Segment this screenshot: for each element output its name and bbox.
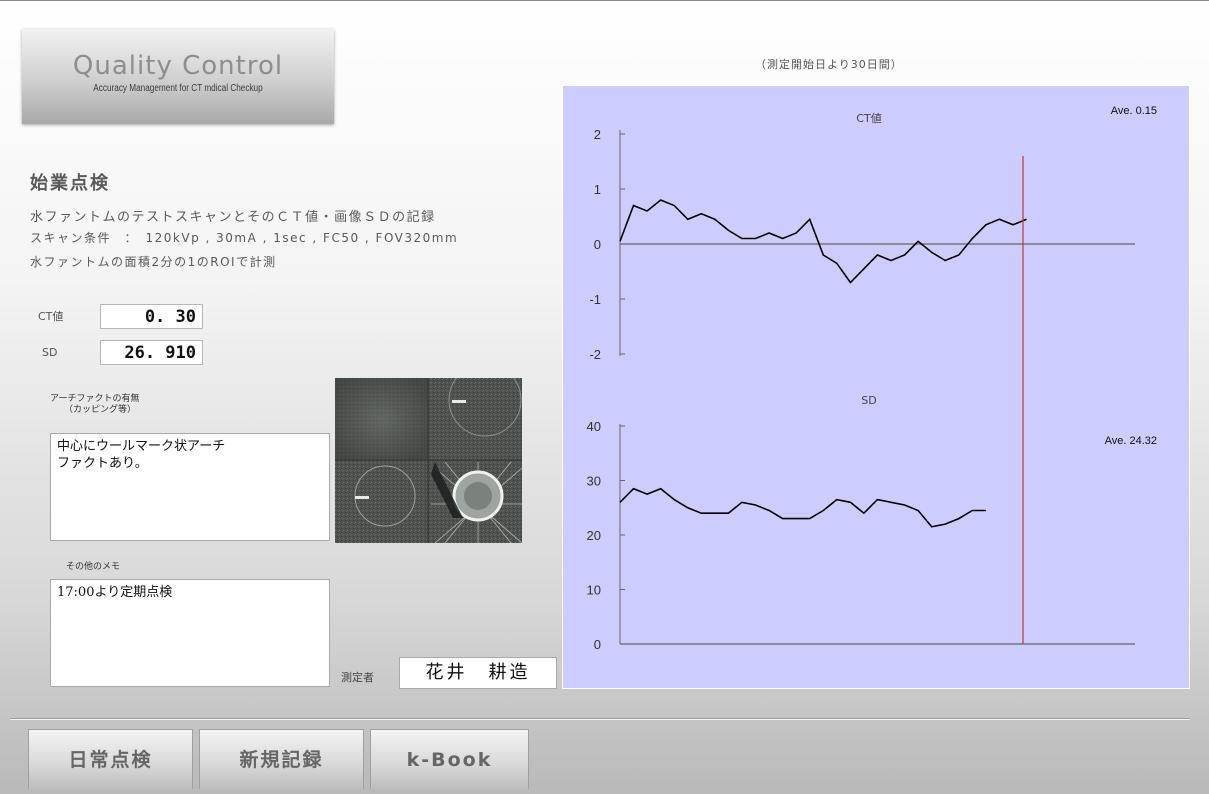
chart-ct-series-line — [619, 199, 1027, 284]
chart-ct-tick-label: 1 — [594, 182, 601, 197]
ct-value-field[interactable]: 0. 30 — [100, 304, 203, 329]
logo-title: Quality Control — [72, 51, 284, 81]
chart-sd-tick-label: 20 — [587, 528, 601, 543]
bottom-divider — [10, 718, 1190, 720]
new-record-button[interactable]: 新規記録 — [199, 729, 364, 789]
measurer-name-field[interactable]: 花井 耕造 — [399, 657, 557, 689]
scan-conditions: スキャン条件 ： 120kVp , 30mA , 1sec , FC50 , F… — [30, 231, 459, 245]
chart-ct-title: CT値 — [856, 112, 881, 125]
daily-check-button[interactable]: 日常点検 — [28, 729, 193, 789]
chart-ct-tick-label: -1 — [589, 292, 601, 307]
chart-ct-tick-label: -2 — [589, 347, 601, 362]
ct-phantom-graphic — [335, 378, 522, 543]
chart-sd-tick-label: 40 — [587, 419, 601, 434]
section-heading: 始業点検 — [30, 173, 110, 194]
chart-sd-average: Ave. 24.32 — [1105, 435, 1157, 447]
artifact-textarea[interactable]: 中心にウールマーク状アーチ ファクトあり。 — [50, 433, 330, 541]
kbook-button[interactable]: k-Book — [370, 729, 529, 789]
app-logo: Quality Control Accuracy Management for … — [22, 29, 334, 124]
chart-period-label: （測定開始日より30日間） — [755, 58, 903, 71]
memo-label: その他のメモ — [66, 562, 121, 572]
ct-value-label: CT値 — [38, 310, 64, 323]
chart-panel: CT値 Ave. 0.15 2 1 0 -1 -2 SD Ave. 24.32 40 30 20 10 0 — [562, 85, 1190, 689]
chart-ct-tick-label: 0 — [594, 237, 601, 252]
ct-phantom-image — [335, 378, 522, 543]
roi-note: 水ファントムの面積2分の1のROIで計測 — [30, 255, 277, 269]
artifact-label: アーチファクトの有無 （カッピング等） — [50, 394, 139, 416]
chart-sd-tick-label: 30 — [587, 474, 601, 489]
section-description: 水ファントムのテストスキャンとそのＣＴ値・画像ＳＤの記録 — [30, 210, 436, 225]
measurer-label: 測定者 — [341, 671, 374, 684]
sd-value-label: SD — [42, 346, 58, 359]
artifact-label-line1: アーチファクトの有無 — [50, 394, 140, 404]
memo-textarea[interactable]: 17:00より定期点検 — [50, 579, 330, 687]
artifact-text-line2: ファクトあり。 — [57, 456, 148, 471]
artifact-label-line2: （カッピング等） — [64, 405, 137, 415]
chart-ct-average: Ave. 0.15 — [1111, 105, 1157, 117]
chart-sd-title: SD — [861, 394, 876, 407]
sd-value-field[interactable]: 26. 910 — [100, 340, 203, 365]
artifact-text-line1: 中心にウールマーク状アーチ — [57, 439, 226, 454]
chart-sd-tick-label: 10 — [587, 583, 601, 598]
chart-sd-series-line — [619, 487, 986, 528]
logo-subtitle: Accuracy Management for CT mdical Checku… — [93, 83, 263, 94]
chart-sd-tick-label: 0 — [594, 637, 601, 652]
chart-ct-tick-label: 2 — [594, 127, 601, 142]
